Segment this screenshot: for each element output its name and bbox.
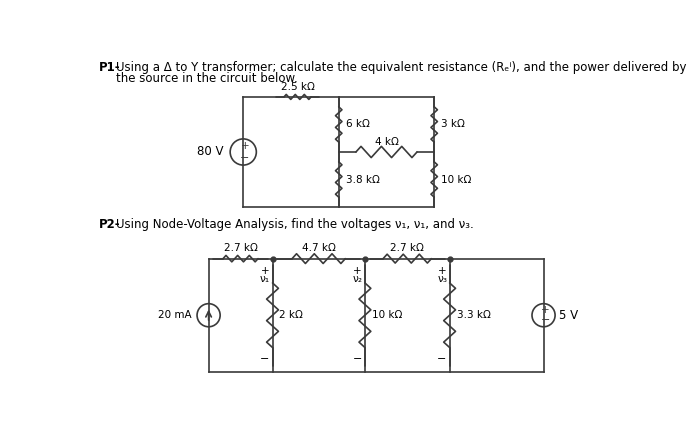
Text: −: − <box>353 354 362 364</box>
Text: −: − <box>260 354 270 364</box>
Text: ν₁: ν₁ <box>260 274 270 284</box>
Text: ν₃: ν₃ <box>438 274 447 284</box>
Text: 2.7 kΩ: 2.7 kΩ <box>223 243 258 253</box>
Text: 3.3 kΩ: 3.3 kΩ <box>456 310 491 320</box>
Text: 80 V: 80 V <box>197 145 223 159</box>
Text: −: − <box>438 354 447 364</box>
Text: P2-: P2- <box>99 218 120 231</box>
Text: 6 kΩ: 6 kΩ <box>346 119 370 130</box>
Text: 2 kΩ: 2 kΩ <box>279 310 303 320</box>
Text: 3.8 kΩ: 3.8 kΩ <box>346 175 379 184</box>
Text: −: − <box>240 153 249 163</box>
Text: 20 mA: 20 mA <box>158 310 192 320</box>
Text: 10 kΩ: 10 kΩ <box>372 310 402 320</box>
Text: 4.7 kΩ: 4.7 kΩ <box>302 243 335 253</box>
Text: Using a Δ to Y transformer; calculate the equivalent resistance (Rₑⁱ), and the p: Using a Δ to Y transformer; calculate th… <box>116 61 687 74</box>
Text: 2.7 kΩ: 2.7 kΩ <box>391 243 424 253</box>
Text: 4 kΩ: 4 kΩ <box>374 137 398 147</box>
Text: 5 V: 5 V <box>559 309 578 322</box>
Text: +: + <box>438 267 447 276</box>
Text: P1-: P1- <box>99 61 120 74</box>
Text: Using Node-Voltage Analysis, find the voltages ν₁, ν₁, and ν₃.: Using Node-Voltage Analysis, find the vo… <box>116 218 474 231</box>
Text: +: + <box>261 267 270 276</box>
Text: 2.5 kΩ: 2.5 kΩ <box>281 81 314 91</box>
Text: the source in the circuit below.: the source in the circuit below. <box>116 72 298 84</box>
Text: 3 kΩ: 3 kΩ <box>441 119 465 130</box>
Text: 10 kΩ: 10 kΩ <box>441 175 472 184</box>
Text: +: + <box>541 305 550 315</box>
Text: ν₂: ν₂ <box>353 274 363 284</box>
Text: +: + <box>241 141 249 151</box>
Text: −: − <box>540 316 550 325</box>
Text: +: + <box>354 267 362 276</box>
